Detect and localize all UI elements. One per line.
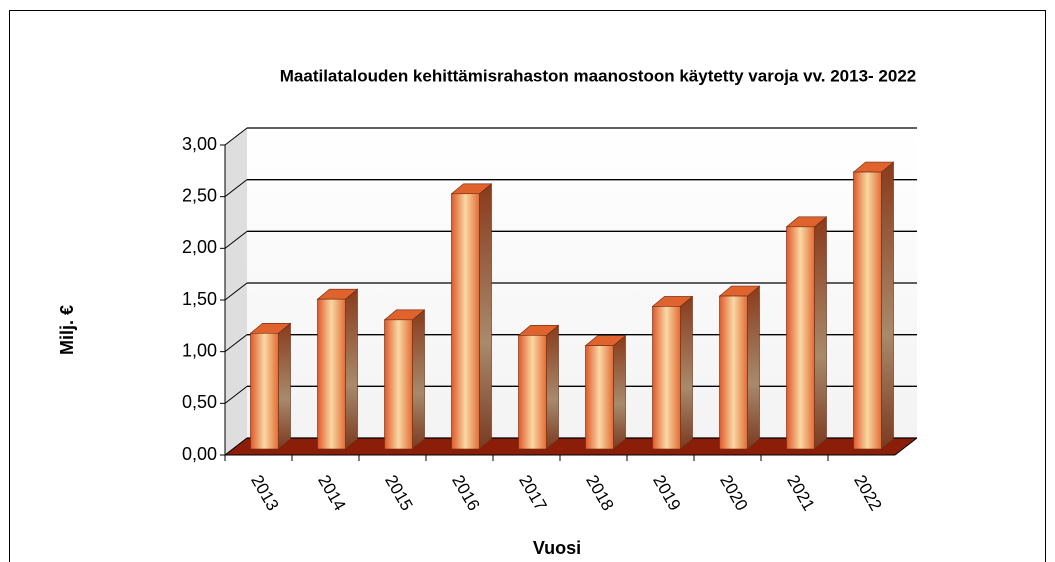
- y-tick-label: 2,00: [182, 237, 217, 257]
- bar: [384, 319, 413, 450]
- bar-side: [546, 324, 559, 450]
- bar: [518, 335, 547, 450]
- x-tick-label: 2013: [247, 472, 282, 514]
- x-tick-label: 2020: [716, 472, 751, 514]
- x-tick-label: 2017: [515, 472, 550, 514]
- grid-line: [224, 385, 248, 404]
- bar-side: [345, 288, 358, 450]
- bar: [652, 306, 681, 450]
- bar-side: [747, 285, 760, 450]
- grid-line: [224, 334, 248, 353]
- x-tick-label: 2018: [582, 472, 617, 514]
- bar-side: [412, 309, 425, 450]
- bar-side: [278, 322, 291, 450]
- y-tick-label: 2,50: [182, 185, 217, 205]
- x-tick-label: 2015: [381, 472, 416, 514]
- y-tick-label: 0,00: [182, 444, 217, 464]
- x-tick-label: 2022: [850, 472, 885, 514]
- x-axis-label: Vuosi: [533, 538, 581, 558]
- bar-side: [613, 335, 626, 450]
- chart-border: [9, 10, 1046, 562]
- y-tick-label: 0,50: [182, 392, 217, 412]
- grid-line: [224, 282, 248, 301]
- bar-side: [814, 216, 827, 450]
- x-tick-label: 2019: [649, 472, 684, 514]
- y-tick-label: 1,00: [182, 340, 217, 360]
- bar: [250, 332, 279, 450]
- y-tick-label: 1,50: [182, 289, 217, 309]
- bar: [451, 193, 480, 450]
- grid-line: [224, 179, 248, 198]
- bar: [786, 226, 815, 450]
- x-tick-label: 2014: [314, 472, 349, 514]
- bar: [317, 298, 346, 450]
- bar: [853, 171, 882, 450]
- bar-side: [881, 161, 894, 450]
- y-tick-label: 3,00: [182, 134, 217, 154]
- bar-side: [680, 295, 693, 450]
- x-tick-label: 2021: [783, 472, 818, 514]
- bar: [719, 295, 748, 450]
- grid-line: [224, 127, 248, 146]
- x-tick-label: 2016: [448, 472, 483, 514]
- bar: [585, 345, 614, 450]
- grid-line: [224, 230, 248, 249]
- grid-line: [224, 437, 248, 456]
- x-axis: [894, 437, 918, 456]
- chart-title: Maatilatalouden kehittämisrahaston maano…: [280, 66, 916, 85]
- y-axis-label: Milj. €: [57, 305, 77, 355]
- bar-side: [479, 183, 492, 450]
